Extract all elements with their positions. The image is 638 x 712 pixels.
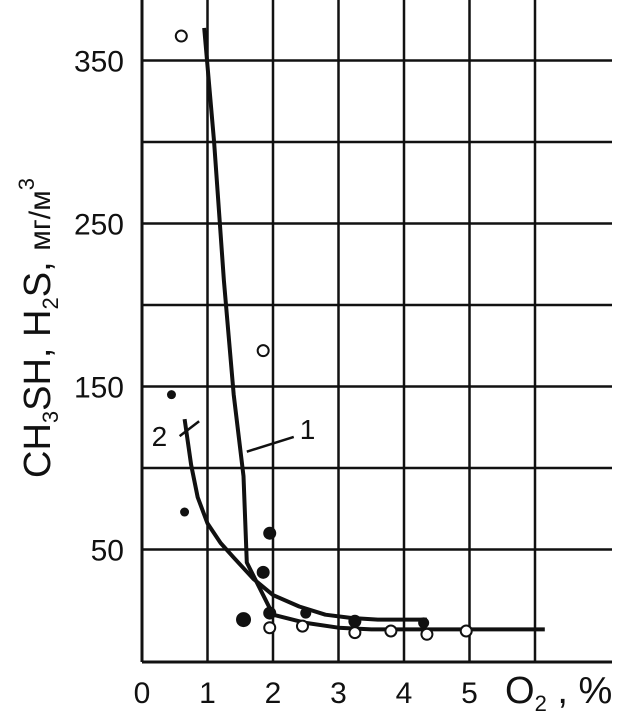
data-points	[166, 29, 473, 641]
series-label-2: 2	[152, 421, 168, 452]
point-open-5	[384, 624, 398, 638]
y-axis-title-group: CH3SH, H2S, мг/м3	[14, 178, 63, 478]
point-filled-3	[256, 565, 270, 579]
x-tick-label-0: 0	[134, 677, 151, 710]
point-open-7	[459, 624, 473, 638]
y-title-p3: S,	[17, 251, 59, 297]
point-open-3	[295, 619, 309, 633]
x-tick-label-2: 2	[265, 677, 282, 710]
x-tick-label-4: 4	[396, 677, 413, 710]
series-line-1	[202, 27, 545, 632]
point-open-6	[420, 627, 434, 641]
x-tick-label-3: 3	[330, 677, 347, 710]
grid	[142, 0, 612, 662]
series-label-leader-2	[178, 420, 200, 438]
point-filled-8	[418, 617, 430, 629]
curves	[182, 27, 545, 632]
point-open-0	[174, 29, 188, 43]
y-axis-title: CH3SH, H2S, мг/м3	[14, 178, 63, 478]
y-title-s2: 2	[38, 297, 63, 309]
point-filled-2	[263, 526, 277, 540]
x-axis-title-sub: 2	[535, 691, 547, 712]
y-tick-label-250: 250	[74, 209, 124, 242]
point-open-2	[263, 621, 277, 635]
point-filled-5	[263, 606, 277, 620]
point-filled-0	[166, 390, 176, 400]
series-line-2	[182, 418, 427, 622]
x-axis-title: O2 , %	[505, 670, 612, 712]
series-label-leader-1	[246, 435, 295, 453]
y-title-sup: 3	[14, 178, 39, 190]
point-filled-7	[348, 614, 362, 628]
x-tick-labels: 0 1 2 3 4 5	[134, 677, 478, 710]
y-title-p2: SH, H	[17, 310, 59, 411]
x-tick-label-1: 1	[199, 677, 216, 710]
x-axis-title-rest: , %	[547, 670, 612, 712]
series-label-1: 1	[300, 414, 316, 445]
y-tick-label-350: 350	[74, 46, 124, 79]
y-tick-label-50: 50	[91, 535, 124, 568]
x-tick-label-5: 5	[461, 677, 478, 710]
y-tick-label-150: 150	[74, 372, 124, 405]
y-title-p1: CH	[17, 423, 59, 478]
series-labels: 12	[152, 414, 316, 453]
y-title-s1: 3	[38, 411, 63, 423]
y-title-unit: мг/м	[24, 190, 57, 251]
point-open-4	[348, 626, 362, 640]
plot-frame	[140, 0, 612, 664]
point-filled-1	[180, 507, 190, 517]
x-axis-title-main: O	[505, 670, 535, 712]
point-filled-6	[300, 607, 312, 619]
y-tick-labels: 50 150 250 350	[74, 46, 124, 568]
point-filled-4	[236, 612, 252, 628]
point-open-1	[256, 344, 270, 358]
